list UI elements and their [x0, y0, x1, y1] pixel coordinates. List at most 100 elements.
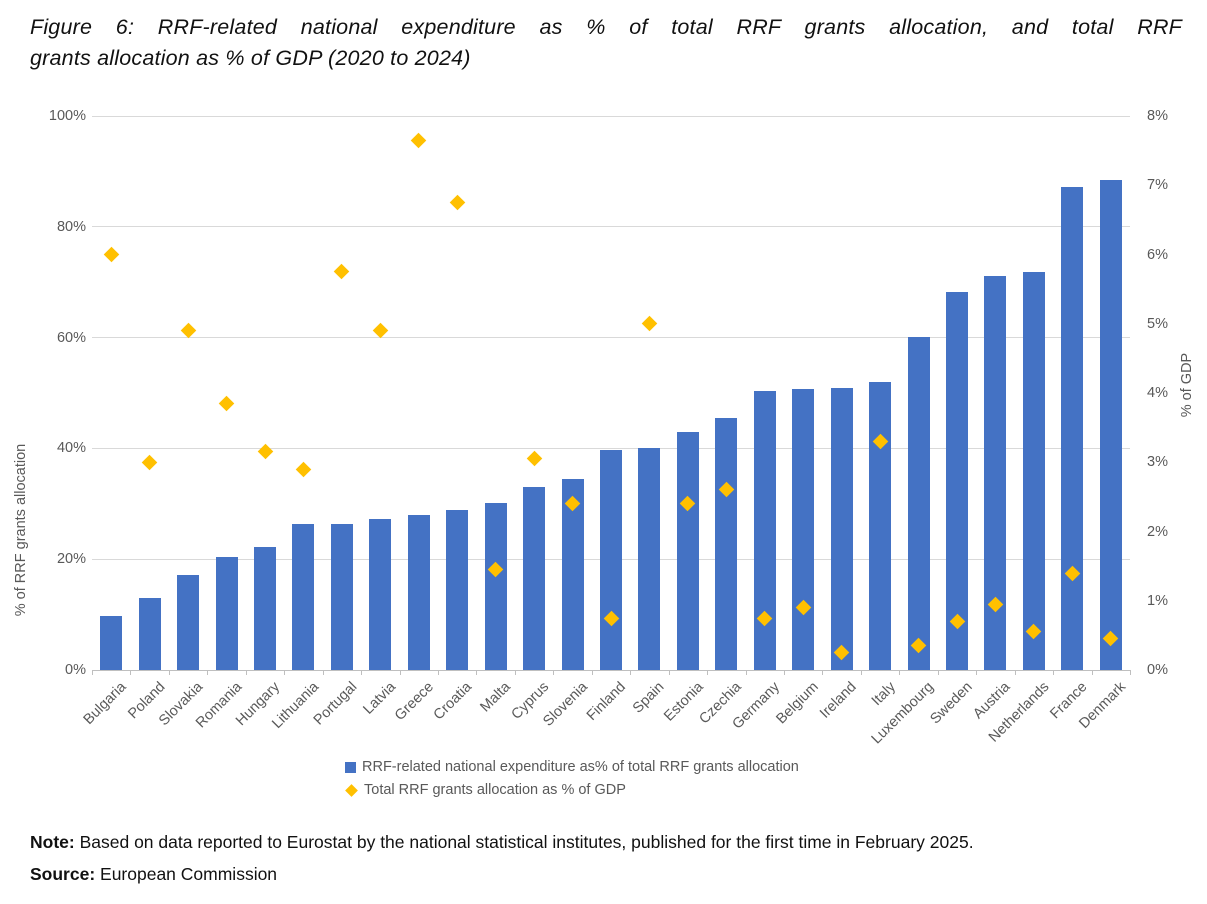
- x-axis-label-sweden: Sweden: [926, 679, 976, 728]
- bar-estonia: [676, 431, 699, 670]
- right-axis-tick-label: 2%: [1147, 523, 1168, 540]
- legend-label-bars: RRF-related national expenditure as% of …: [362, 759, 799, 775]
- diamond-marker-romania: [218, 395, 235, 412]
- bar-italy: [869, 382, 892, 670]
- diamond-marker-portugal: [334, 264, 350, 280]
- x-axis-label-italy: Italy: [868, 679, 899, 710]
- x-axis-tick-mark: [899, 670, 901, 675]
- x-axis-tick-mark: [207, 670, 209, 675]
- bar-series-swatch-icon: [345, 761, 356, 773]
- bar-sweden: [946, 292, 968, 670]
- x-axis-tick-mark: [591, 670, 593, 675]
- bar-cyprus: [523, 487, 546, 670]
- source-text: European Commission: [95, 864, 278, 884]
- left-axis-tick-label: 0%: [65, 662, 86, 678]
- right-axis-tick-label: 4%: [1147, 385, 1168, 401]
- bar-poland: [138, 597, 161, 670]
- bar-denmark: [1099, 179, 1122, 670]
- left-axis-tick-label: 40%: [56, 440, 86, 457]
- gridline: [92, 337, 1130, 339]
- diamond-series-swatch-icon: [345, 783, 358, 797]
- legend-item-diamonds: Total RRF grants allocation as % of GDP: [345, 782, 799, 798]
- diamond-marker-bulgaria: [103, 246, 119, 263]
- right-axis-title: % of GDP: [1179, 352, 1195, 418]
- x-axis-label-belgium: Belgium: [773, 679, 822, 728]
- gridline: [92, 226, 1130, 228]
- bar-spain: [638, 448, 661, 670]
- diamond-marker-cyprus: [526, 451, 542, 467]
- diamond-marker-spain: [641, 315, 658, 332]
- x-axis-tick-mark: [976, 670, 978, 675]
- figure-title-line2: grants allocation as % of GDP (2020 to 2…: [30, 46, 471, 70]
- bar-belgium: [792, 389, 815, 670]
- x-axis-tick-mark: [245, 670, 247, 675]
- bar-slovenia: [561, 478, 584, 670]
- bar-malta: [484, 503, 507, 670]
- bar-luxembourg: [907, 336, 930, 670]
- left-axis-tick-label: 20%: [56, 551, 86, 568]
- gridline: [92, 447, 1130, 449]
- gridline: [92, 115, 1130, 117]
- bar-bulgaria: [100, 616, 123, 670]
- x-axis-tick-mark: [937, 670, 939, 675]
- x-axis-tick-mark: [476, 670, 478, 675]
- x-axis-tick-mark: [1014, 670, 1016, 675]
- x-axis-label-ireland: Ireland: [817, 679, 860, 722]
- right-axis-tick-label: 8%: [1147, 108, 1168, 124]
- bar-portugal: [330, 524, 353, 670]
- right-axis-tick-label: 1%: [1147, 592, 1168, 609]
- bar-france: [1061, 186, 1084, 670]
- bar-hungary: [254, 547, 276, 670]
- x-axis-tick-mark: [284, 670, 286, 675]
- legend-label-diamonds: Total RRF grants allocation as % of GDP: [364, 782, 626, 798]
- chart-legend: RRF-related national expenditure as% of …: [345, 759, 799, 805]
- x-axis-tick-mark: [92, 670, 93, 675]
- left-axis-title: % of RRF grants allocation: [13, 443, 29, 617]
- bar-romania: [215, 556, 238, 670]
- x-axis-tick-mark: [1130, 670, 1131, 675]
- right-axis-tick-label: 3%: [1147, 454, 1168, 471]
- x-axis-line: [92, 669, 1130, 671]
- right-axis-tick-label: 7%: [1147, 177, 1168, 194]
- right-axis-tick-label: 6%: [1147, 246, 1168, 263]
- x-axis-tick-mark: [514, 670, 516, 675]
- x-axis-tick-mark: [630, 670, 632, 675]
- bar-finland: [600, 450, 622, 670]
- right-axis-tick-label: 0%: [1147, 662, 1168, 678]
- right-axis-tick-label: 5%: [1147, 315, 1168, 332]
- x-axis-tick-mark: [707, 670, 709, 675]
- bar-latvia: [369, 519, 392, 670]
- x-axis-tick-mark: [361, 670, 363, 675]
- figure-title-line1: Figure 6: RRF-related national expenditu…: [30, 15, 1182, 39]
- x-axis-tick-mark: [1091, 670, 1093, 675]
- x-axis-tick-mark: [399, 670, 401, 675]
- diamond-marker-greece: [410, 132, 427, 149]
- x-axis-label-finland: Finland: [584, 679, 630, 724]
- note-label: Note:: [30, 832, 75, 852]
- x-axis-tick-mark: [1053, 670, 1055, 675]
- x-axis-tick-mark: [784, 670, 785, 675]
- bar-croatia: [446, 510, 469, 670]
- figure-note: Note: Based on data reported to Eurostat…: [30, 832, 974, 853]
- figure-source: Source: European Commission: [30, 864, 277, 885]
- note-text: Based on data reported to Eurostat by th…: [74, 832, 974, 852]
- bar-slovakia: [177, 575, 200, 670]
- legend-item-bars: RRF-related national expenditure as% of …: [345, 759, 799, 775]
- x-axis-tick-mark: [745, 670, 747, 675]
- x-axis-tick-mark: [668, 670, 670, 675]
- left-axis-tick-label: 60%: [56, 329, 86, 346]
- diamond-marker-lithuania: [295, 461, 312, 477]
- x-axis-tick-mark: [438, 670, 439, 675]
- diamond-marker-croatia: [449, 194, 465, 211]
- x-axis-tick-mark: [322, 670, 324, 675]
- bar-austria: [984, 276, 1007, 670]
- x-axis-tick-mark: [130, 670, 132, 675]
- left-axis-tick-label: 80%: [56, 218, 86, 235]
- x-axis-tick-mark: [822, 670, 824, 675]
- source-label: Source:: [30, 864, 96, 884]
- x-axis-tick-mark: [860, 670, 862, 675]
- x-axis-tick-mark: [553, 670, 555, 675]
- bar-czechia: [715, 418, 738, 670]
- bar-germany: [753, 390, 776, 670]
